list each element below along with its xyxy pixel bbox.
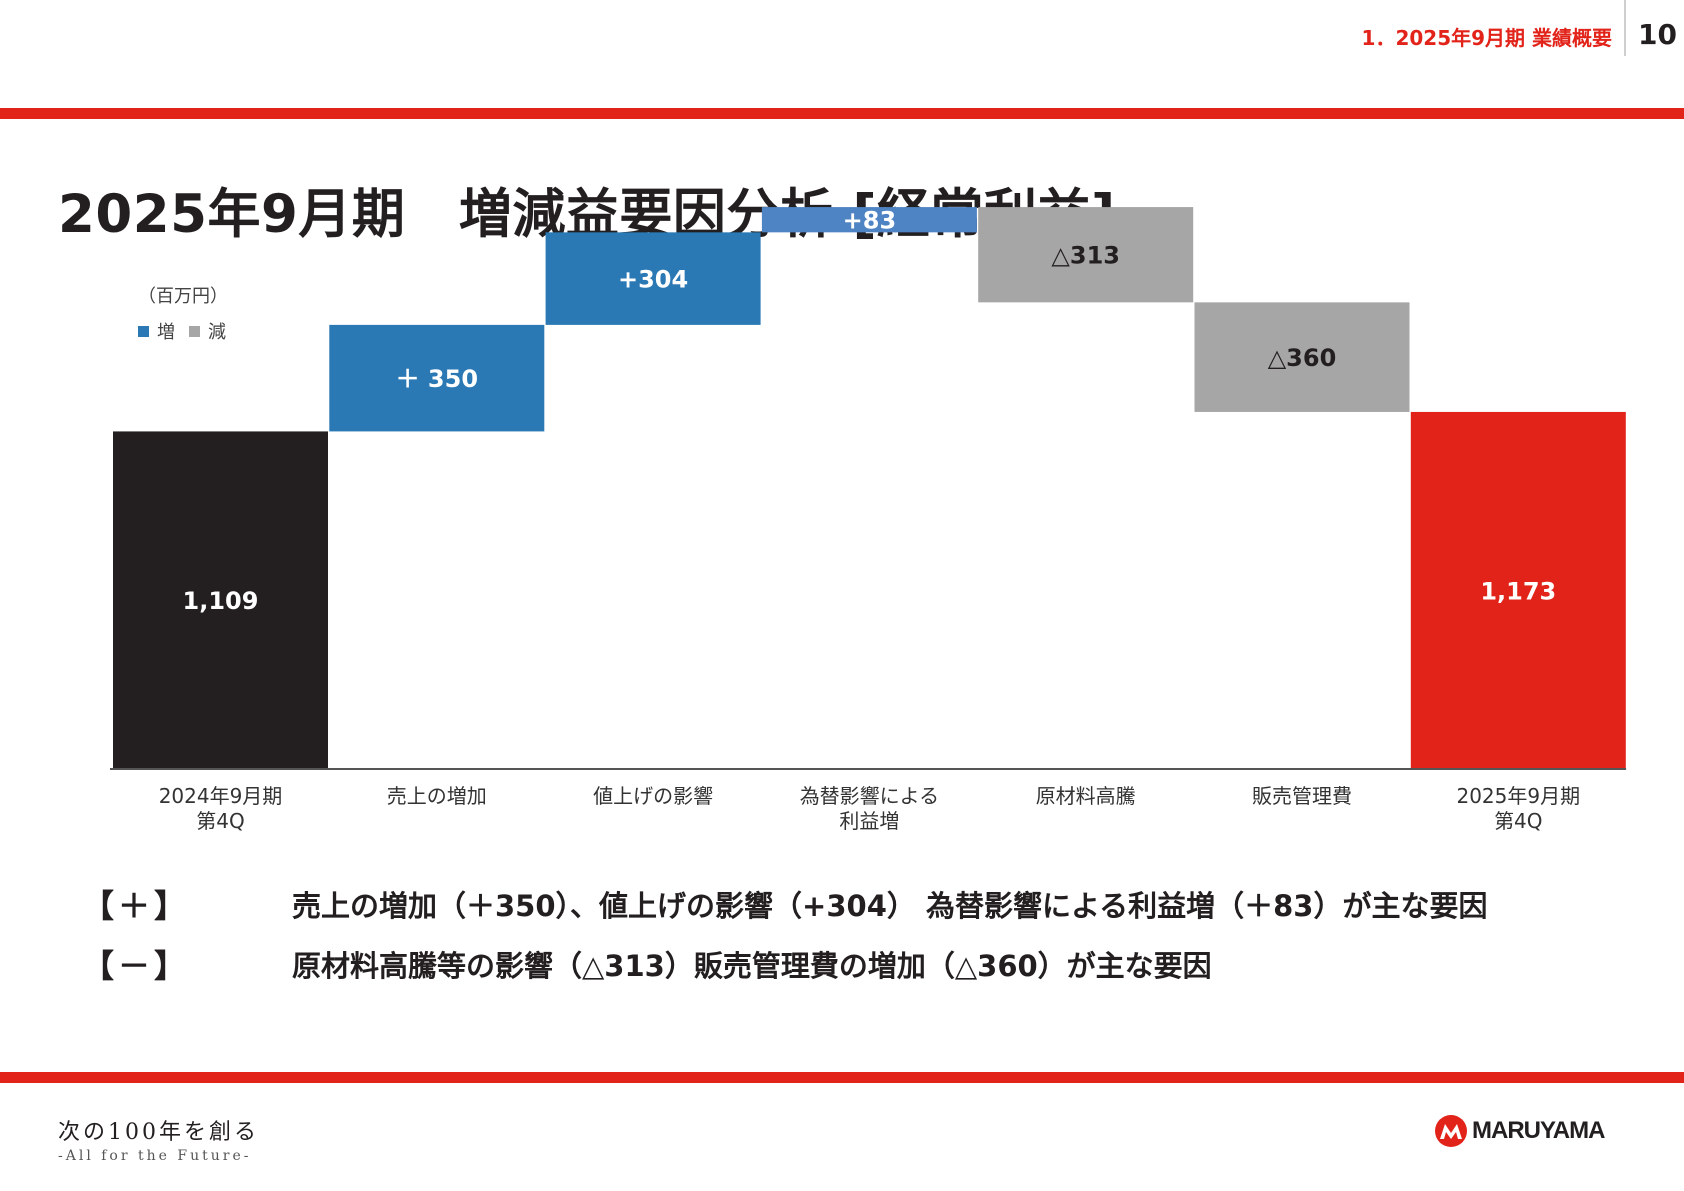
- data-label-3: +304: [618, 266, 688, 294]
- data-label-6: △360: [1268, 344, 1337, 372]
- bar-4: [761, 207, 977, 233]
- note-text-plus: 売上の増加（＋350）、値上げの影響（+304） 為替影響による利益増（＋83）…: [292, 889, 1488, 923]
- header-divider: [1624, 0, 1626, 56]
- category-label-1: 2024年9月期第4Q: [159, 784, 283, 833]
- note-row-plus: 【＋】 売上の増加（＋350）、値上げの影響（+304） 為替影響による利益増（…: [82, 874, 1487, 934]
- bar-3: [545, 232, 761, 325]
- slogan-sub: -All for the Future-: [58, 1148, 252, 1164]
- legend: 増 減: [138, 318, 240, 344]
- legend-label-decrease: 減: [208, 322, 226, 343]
- footer-slogan: 次の100年を創る -All for the Future-: [58, 1114, 259, 1164]
- slogan-main: 次の100年を創る: [58, 1120, 259, 1145]
- unit-label: （百万円）: [138, 286, 228, 307]
- data-label-4: +83: [843, 207, 897, 235]
- data-label-7: 1,173: [1480, 577, 1556, 605]
- legend-item-increase: 増: [138, 318, 175, 344]
- category-label-7: 2025年9月期第4Q: [1456, 784, 1580, 833]
- maruyama-m-logo-icon: [1435, 1115, 1467, 1147]
- waterfall-chart: 1,109 2024年9月期第4Q ＋ 350 売上の増加 +304 値上げの影響 +83 為…: [110, 207, 1627, 833]
- data-label-5: △313: [1051, 242, 1120, 270]
- note-bracket-plus: 【＋】: [82, 887, 191, 925]
- bar-6: [1194, 302, 1410, 412]
- notes: 【＋】 売上の増加（＋350）、値上げの影響（+304） 為替影響による利益増（…: [82, 874, 1487, 994]
- legend-swatch-decrease: [189, 325, 200, 337]
- legend-label-increase: 増: [157, 322, 175, 343]
- category-label-6: 販売管理費: [1252, 784, 1352, 808]
- top-accent-bar: [0, 108, 1684, 119]
- category-label-2: 売上の増加: [387, 784, 487, 808]
- note-bracket-minus: 【－】: [82, 947, 191, 985]
- bar-5: [978, 207, 1194, 303]
- logo-text: MARUYAMA: [1472, 1117, 1605, 1144]
- bottom-accent-bar: [0, 1072, 1684, 1083]
- bar-7: [1410, 411, 1626, 769]
- category-label-5: 原材料高騰: [1036, 784, 1136, 808]
- page-number: 10: [1638, 18, 1677, 51]
- category-label-4: 為替影響による利益増: [800, 784, 939, 833]
- note-text-minus: 原材料高騰等の影響（△313）販売管理費の増加（△360）が主な要因: [292, 949, 1212, 983]
- header-section-label: 1．2025年9月期 業績概要: [1361, 26, 1612, 50]
- legend-swatch-increase: [138, 325, 149, 337]
- bar-2: [329, 324, 545, 432]
- bar-1: [113, 431, 328, 769]
- data-label-1: 1,109: [183, 587, 259, 615]
- data-label-2: ＋ 350: [396, 365, 478, 393]
- category-label-3: 値上げの影響: [593, 784, 713, 808]
- legend-item-decrease: 減: [189, 318, 226, 344]
- company-logo: MARUYAMA: [1434, 1114, 1605, 1148]
- note-row-minus: 【－】 原材料高騰等の影響（△313）販売管理費の増加（△360）が主な要因: [82, 934, 1487, 994]
